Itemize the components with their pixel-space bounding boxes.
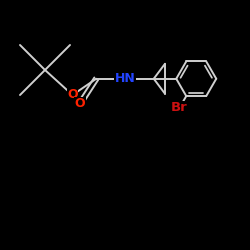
Text: Br: Br — [171, 102, 188, 114]
Text: O: O — [75, 97, 85, 110]
Text: O: O — [67, 88, 78, 102]
Text: HN: HN — [114, 72, 136, 85]
